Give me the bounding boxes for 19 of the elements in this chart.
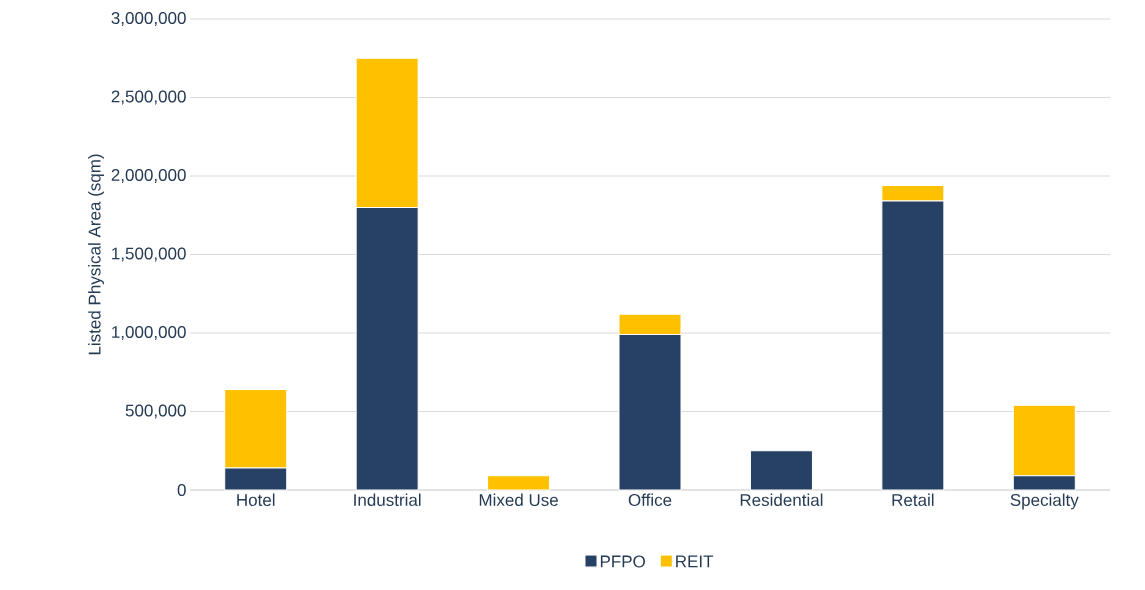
y-tick-label: 3,000,000 <box>111 11 186 27</box>
y-tick-label: 2,500,000 <box>111 90 186 105</box>
x-tick-label: Office <box>628 493 672 507</box>
bar <box>487 475 551 491</box>
x-tick-label: Residential <box>740 493 823 507</box>
legend-label: PFPO <box>600 555 645 568</box>
y-tick-label: 1,500,000 <box>112 247 186 262</box>
legend-label: REIT <box>676 555 714 568</box>
x-tick-label: Mixed Use <box>479 493 558 507</box>
y-tick-label: 1,000,000 <box>112 325 186 341</box>
y-tick-label: 0 <box>177 483 186 497</box>
x-tick-label: Retail <box>892 493 934 507</box>
x-tick-label: Hotel <box>237 493 275 507</box>
y-tick-label: 500,000 <box>125 404 186 419</box>
x-tick-label: Industrial <box>354 493 421 507</box>
y-tick-label: 2,000,000 <box>111 168 186 184</box>
x-tick-label: Specialty <box>1010 493 1079 510</box>
bar <box>749 450 813 491</box>
y-axis-title: Listed Physical Area (sqm) <box>88 154 104 355</box>
